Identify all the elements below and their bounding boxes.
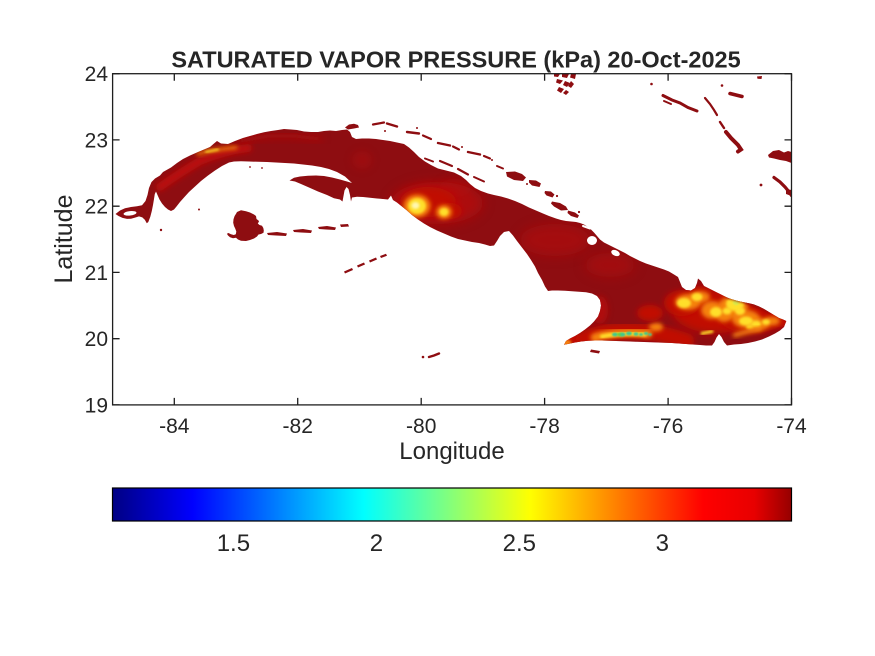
svg-text:2: 2 (370, 530, 383, 557)
svg-text:Longitude: Longitude (399, 438, 504, 465)
svg-text:19: 19 (85, 394, 108, 417)
svg-text:23: 23 (85, 129, 108, 152)
svg-text:-84: -84 (159, 415, 190, 438)
svg-text:24: 24 (85, 63, 109, 86)
svg-text:SATURATED VAPOR PRESSURE (kPa): SATURATED VAPOR PRESSURE (kPa) 20-Oct-20… (171, 47, 740, 73)
svg-text:-80: -80 (406, 415, 436, 438)
svg-text:Latitude: Latitude (50, 195, 78, 284)
svg-text:22: 22 (85, 196, 108, 219)
svg-text:3: 3 (656, 530, 669, 557)
svg-text:2.5: 2.5 (503, 530, 536, 557)
svg-text:-82: -82 (283, 415, 313, 438)
svg-text:-74: -74 (776, 415, 807, 438)
svg-text:20: 20 (85, 328, 108, 351)
svg-text:21: 21 (85, 262, 108, 285)
svg-text:1.5: 1.5 (217, 530, 250, 557)
svg-text:-78: -78 (529, 415, 559, 438)
svg-text:-76: -76 (653, 415, 683, 438)
